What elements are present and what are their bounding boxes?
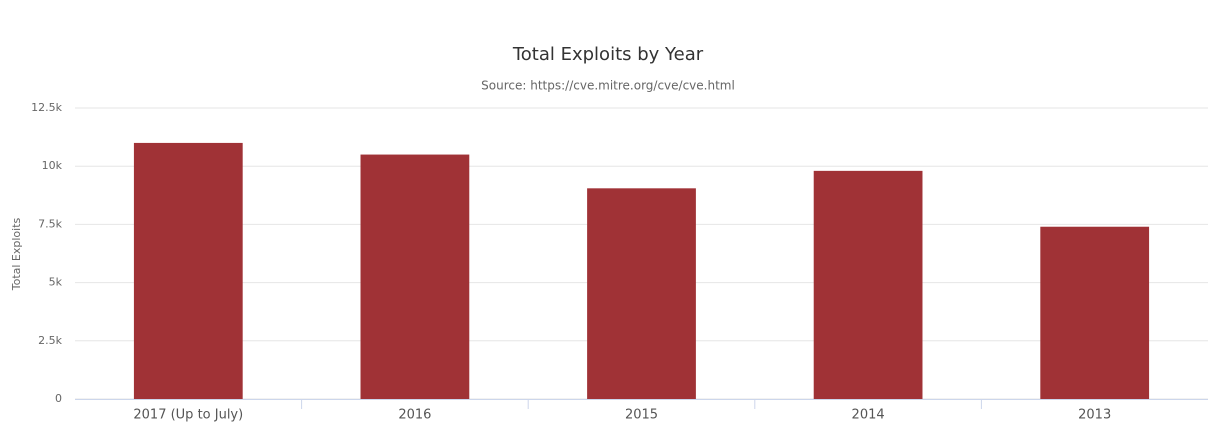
y-axis-title: Total Exploits [10,217,23,291]
y-tick-label: 0 [55,392,62,405]
chart-title: Total Exploits by Year [512,44,704,65]
chart-subtitle: Source: https://cve.mitre.org/cve/cve.ht… [481,79,735,93]
y-tick-label: 12.5k [31,101,62,114]
x-tick-label: 2015 [625,408,658,423]
bar [1040,226,1150,399]
y-tick-label: 2.5k [38,334,62,347]
y-tick-label: 7.5k [38,217,62,230]
y-tick-label: 5k [49,276,63,289]
bar [587,188,696,399]
x-tick-label: 2016 [398,408,431,423]
x-tick-label: 2014 [852,408,885,423]
bar [360,154,470,399]
x-tick-label: 2013 [1078,408,1111,423]
y-tick-label: 10k [42,159,63,172]
bar [813,170,923,399]
bar [133,142,243,400]
x-tick-label: 2017 (Up to July) [133,408,243,423]
